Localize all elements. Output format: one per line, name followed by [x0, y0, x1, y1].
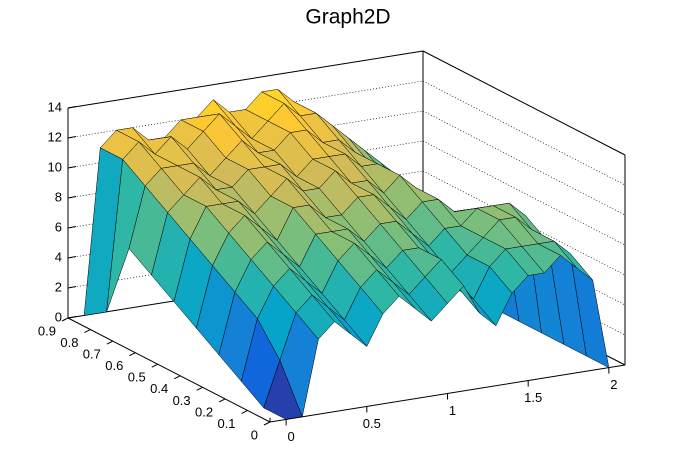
x-tick-label: 1.5 [524, 390, 542, 405]
y-tick-label: 0.9 [38, 323, 56, 338]
y-tick [263, 421, 271, 426]
y-tick-label: 0.4 [150, 381, 168, 396]
grid-line [422, 140, 626, 246]
z-tick [67, 286, 77, 289]
z-tick [67, 136, 77, 139]
z-tick-label: 10 [48, 159, 62, 174]
frame [67, 317, 271, 423]
y-tick-label: 0.3 [173, 393, 191, 408]
y-tick [106, 340, 114, 345]
y-tick-label: 0.2 [195, 404, 213, 419]
z-tick [67, 316, 77, 319]
grid-line [422, 170, 626, 276]
z-tick-label: 0 [55, 309, 62, 324]
z-tick [67, 166, 77, 169]
y-tick [218, 398, 226, 403]
grid-line [422, 80, 626, 186]
grid-line [422, 110, 626, 216]
y-tick-label: 0.1 [217, 416, 235, 431]
z-tick [67, 106, 77, 109]
y-tick [129, 352, 136, 357]
z-tick [67, 226, 77, 229]
x-tick-label: 2 [610, 377, 617, 392]
z-tick [67, 256, 77, 259]
z-tick-label: 2 [55, 279, 62, 294]
z-tick-label: 4 [55, 249, 62, 264]
y-tick-label: 0.6 [105, 358, 123, 373]
y-tick [241, 409, 248, 414]
y-tick [196, 386, 203, 391]
z-tick-label: 6 [55, 219, 62, 234]
y-tick-label: 0 [251, 427, 258, 442]
y-tick-label: 0.8 [60, 335, 78, 350]
y-tick [61, 317, 69, 322]
x-tick-label: 1 [449, 403, 456, 418]
y-tick-label: 0.7 [83, 347, 101, 362]
z-tick [67, 196, 77, 199]
frame [67, 50, 424, 109]
z-tick-label: 14 [48, 99, 62, 114]
chart-title: Graph2D [305, 6, 390, 29]
z-tick-label: 8 [55, 189, 62, 204]
x-tick-label: 0.5 [363, 416, 381, 431]
x-tick-label: 0 [288, 429, 295, 444]
y-tick [84, 329, 91, 334]
z-tick-label: 12 [48, 129, 62, 144]
y-tick [151, 363, 159, 368]
grid-line [422, 50, 626, 156]
y-tick [173, 375, 181, 380]
y-tick-label: 0.5 [128, 370, 146, 385]
